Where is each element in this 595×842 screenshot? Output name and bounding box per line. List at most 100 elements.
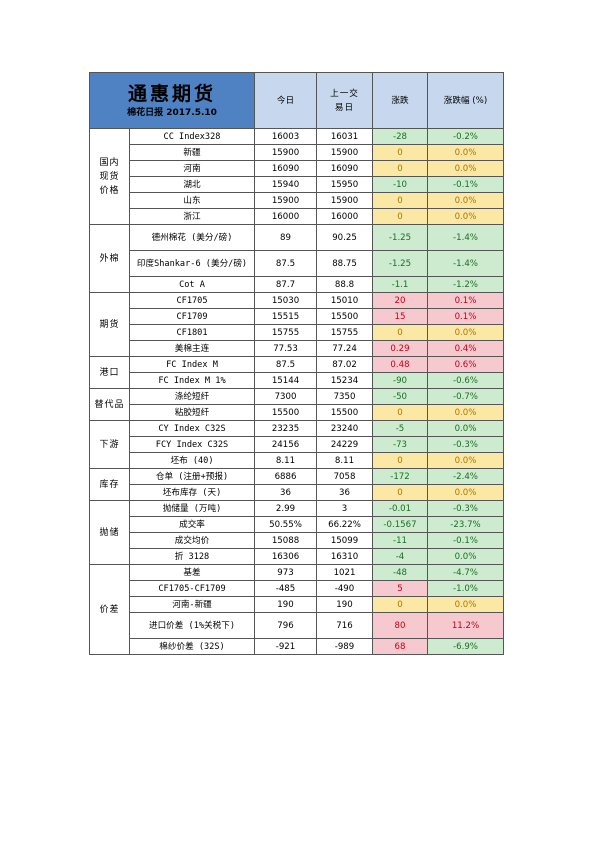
table-row: 库存 仓单 (注册+预报) 6886 7058 -172 -2.4% xyxy=(89,468,504,501)
today-value-cell: 16003 xyxy=(254,128,317,145)
table-row: 印度Shankar-6 (美分/磅) 87.5 88.75 -1.25 -1.4% xyxy=(90,250,504,277)
item-name-cell: 成交率 xyxy=(129,516,255,533)
table-row: 山东 15900 15900 0 0.0% xyxy=(90,192,504,209)
prev-day-value-cell: 15500 xyxy=(316,308,373,325)
report-title-cell: 通惠期货 棉花日报 2017.5.10 xyxy=(89,72,255,129)
table-row: 河南 16090 16090 0 0.0% xyxy=(90,160,504,177)
change-value-cell: -48 xyxy=(372,564,428,581)
prev-day-value-cell: 87.02 xyxy=(316,356,373,373)
table-row: 浙江 16000 16000 0 0.0% xyxy=(90,208,504,225)
change-pct-cell: -1.4% xyxy=(427,224,504,251)
today-value-cell: 16306 xyxy=(254,548,317,565)
change-value-cell: 0 xyxy=(372,452,428,469)
change-value-cell: -90 xyxy=(372,372,428,389)
category-cell: 抛储 xyxy=(89,500,130,565)
change-value-cell: 0 xyxy=(372,144,428,161)
table-row: 美棉主连 77.53 77.24 0.29 0.4% xyxy=(90,340,504,357)
today-value-cell: 190 xyxy=(254,596,317,613)
category-label: 下游 xyxy=(99,439,120,450)
prev-day-value-cell: 15950 xyxy=(316,176,373,193)
table-row: CF1705-CF1709 -485 -490 5 -1.0% xyxy=(90,580,504,597)
today-value-cell: -921 xyxy=(254,638,317,655)
header-row: 通惠期货 棉花日报 2017.5.10 今日 上一交易日 涨跌 涨跌幅 (%) xyxy=(89,72,504,129)
change-pct-cell: 0.0% xyxy=(427,548,504,565)
table-row: 河南-新疆 190 190 0 0.0% xyxy=(90,596,504,613)
category-label: 价差 xyxy=(99,604,120,615)
table-row: 外棉 德州棉花 (美分/磅) 89 90.25 -1.25 -1.4% xyxy=(89,224,504,293)
today-value-cell: 15900 xyxy=(254,144,317,161)
report-body: 通惠期货 棉花日报 2017.5.10 今日 上一交易日 涨跌 涨跌幅 (%) … xyxy=(89,72,504,655)
item-name-cell: 折 3128 xyxy=(129,548,255,565)
change-pct-cell: 0.0% xyxy=(427,324,504,341)
change-value-cell: 0.29 xyxy=(372,340,428,357)
prev-day-value-cell: 15500 xyxy=(316,404,373,421)
prev-day-value-cell: 36 xyxy=(316,484,373,501)
change-value-cell: 0 xyxy=(372,484,428,501)
item-name-cell: 仓单 (注册+预报) xyxy=(129,468,255,485)
item-name-cell: 粘胶短纤 xyxy=(129,404,255,421)
item-name-cell: 棉纱价差 (32S) xyxy=(129,638,255,655)
today-value-cell: 89 xyxy=(254,224,317,251)
category-label: 库存 xyxy=(99,479,120,490)
change-pct-cell: -0.7% xyxy=(427,388,504,405)
item-name-cell: 抛储量 (万吨) xyxy=(129,500,255,517)
item-name-cell: CC Index328 xyxy=(129,128,255,145)
prev-day-value-cell: -989 xyxy=(316,638,373,655)
item-name-cell: 坯布库存 (天) xyxy=(129,484,255,501)
today-value-cell: 77.53 xyxy=(254,340,317,357)
today-value-cell: 23235 xyxy=(254,420,317,437)
change-pct-cell: 0.0% xyxy=(427,420,504,437)
item-name-cell: CY Index C32S xyxy=(129,420,255,437)
table-row: 进口价差 (1%关税下) 796 716 80 11.2% xyxy=(90,612,504,639)
change-value-cell: -1.1 xyxy=(372,276,428,293)
change-value-cell: -11 xyxy=(372,532,428,549)
prev-day-value-cell: 16090 xyxy=(316,160,373,177)
prev-day-value-cell: 23240 xyxy=(316,420,373,437)
item-name-cell: FC Index M xyxy=(129,356,255,373)
category-cell: 期货 xyxy=(89,292,130,357)
change-value-cell: 0 xyxy=(372,596,428,613)
item-name-cell: 进口价差 (1%关税下) xyxy=(129,612,255,639)
change-value-cell: 0 xyxy=(372,404,428,421)
change-pct-cell: 0.0% xyxy=(427,484,504,501)
prev-day-value-cell: 15900 xyxy=(316,144,373,161)
table-row: FC Index M 1% 15144 15234 -90 -0.6% xyxy=(90,372,504,389)
report-subtitle: 棉花日报 2017.5.10 xyxy=(127,108,217,118)
change-pct-cell: 0.0% xyxy=(427,452,504,469)
today-value-cell: 15144 xyxy=(254,372,317,389)
table-row: 成交率 50.55% 66.22% -0.1567 -23.7% xyxy=(90,516,504,533)
table-row: 坯布库存 (天) 36 36 0 0.0% xyxy=(90,484,504,501)
item-name-cell: Cot A xyxy=(129,276,255,293)
category-label: 替代品 xyxy=(94,399,125,410)
item-name-cell: 德州棉花 (美分/磅) xyxy=(129,224,255,251)
change-pct-cell: -2.4% xyxy=(427,468,504,485)
table-row: 新疆 15900 15900 0 0.0% xyxy=(90,144,504,161)
today-value-cell: 15030 xyxy=(254,292,317,309)
prev-day-value-cell: 24229 xyxy=(316,436,373,453)
change-value-cell: 0 xyxy=(372,192,428,209)
today-value-cell: 87.5 xyxy=(254,250,317,277)
category-label: 港口 xyxy=(99,367,120,378)
change-pct-cell: -1.2% xyxy=(427,276,504,293)
prev-day-value-cell: 1021 xyxy=(316,564,373,581)
change-value-cell: 68 xyxy=(372,638,428,655)
prev-day-value-cell: 88.8 xyxy=(316,276,373,293)
item-name-cell: 基差 xyxy=(129,564,255,581)
today-value-cell: 50.55% xyxy=(254,516,317,533)
table-row: 价差 基差 973 1021 -48 -4.7% xyxy=(89,564,504,655)
prev-day-value-cell: 88.75 xyxy=(316,250,373,277)
change-value-cell: -0.1567 xyxy=(372,516,428,533)
table-row: 棉纱价差 (32S) -921 -989 68 -6.9% xyxy=(90,638,504,655)
category-cell: 库存 xyxy=(89,468,130,501)
item-name-cell: 坯布 (40) xyxy=(129,452,255,469)
change-value-cell: 0.48 xyxy=(372,356,428,373)
change-pct-cell: 0.0% xyxy=(427,144,504,161)
today-value-cell: 973 xyxy=(254,564,317,581)
change-pct-cell: 0.1% xyxy=(427,308,504,325)
item-name-cell: 美棉主连 xyxy=(129,340,255,357)
change-value-cell: 80 xyxy=(372,612,428,639)
item-name-cell: 河南-新疆 xyxy=(129,596,255,613)
today-value-cell: 15500 xyxy=(254,404,317,421)
change-pct-cell: 0.1% xyxy=(427,292,504,309)
table-row: 湖北 15940 15950 -10 -0.1% xyxy=(90,176,504,193)
